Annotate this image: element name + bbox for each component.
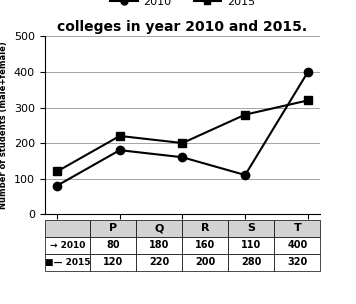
- Line: 2010: 2010: [53, 68, 312, 190]
- 2010: [180, 155, 185, 159]
- 2010: [243, 173, 247, 177]
- 2015: [306, 98, 310, 102]
- 2015: [117, 134, 122, 138]
- 2015: [180, 141, 185, 145]
- 2010: [55, 184, 59, 188]
- Y-axis label: Number of students (male+female): Number of students (male+female): [0, 41, 8, 209]
- Legend: 2010, 2015: 2010, 2015: [105, 0, 260, 11]
- 2010: [117, 148, 122, 152]
- Title: colleges in year 2010 and 2015.: colleges in year 2010 and 2015.: [57, 20, 308, 34]
- 2010: [306, 70, 310, 74]
- 2015: [243, 113, 247, 116]
- 2015: [55, 170, 59, 173]
- Line: 2015: 2015: [53, 96, 312, 176]
